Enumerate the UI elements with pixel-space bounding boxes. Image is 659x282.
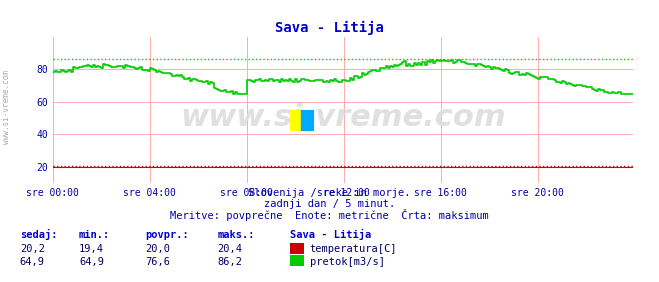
Text: min.:: min.: <box>79 230 110 240</box>
Text: Sava - Litija: Sava - Litija <box>290 229 371 240</box>
Text: Slovenija / reke in morje.: Slovenija / reke in morje. <box>248 188 411 198</box>
Text: 64,9: 64,9 <box>79 257 104 267</box>
Text: 64,9: 64,9 <box>20 257 45 267</box>
Text: Sava - Litija: Sava - Litija <box>275 21 384 35</box>
Text: temperatura[C]: temperatura[C] <box>310 244 397 254</box>
Text: www.si-vreme.com: www.si-vreme.com <box>180 103 505 132</box>
Text: sedaj:: sedaj: <box>20 229 57 240</box>
Text: 86,2: 86,2 <box>217 257 243 267</box>
Text: 20,2: 20,2 <box>20 244 45 254</box>
Text: pretok[m3/s]: pretok[m3/s] <box>310 257 385 267</box>
Text: 20,0: 20,0 <box>145 244 170 254</box>
Text: 76,6: 76,6 <box>145 257 170 267</box>
Text: 20,4: 20,4 <box>217 244 243 254</box>
Text: 19,4: 19,4 <box>79 244 104 254</box>
Text: Meritve: povprečne  Enote: metrične  Črta: maksimum: Meritve: povprečne Enote: metrične Črta:… <box>170 209 489 221</box>
Text: zadnji dan / 5 minut.: zadnji dan / 5 minut. <box>264 199 395 209</box>
Text: www.si-vreme.com: www.si-vreme.com <box>2 70 11 144</box>
Text: maks.:: maks.: <box>217 230 255 240</box>
Text: povpr.:: povpr.: <box>145 230 188 240</box>
